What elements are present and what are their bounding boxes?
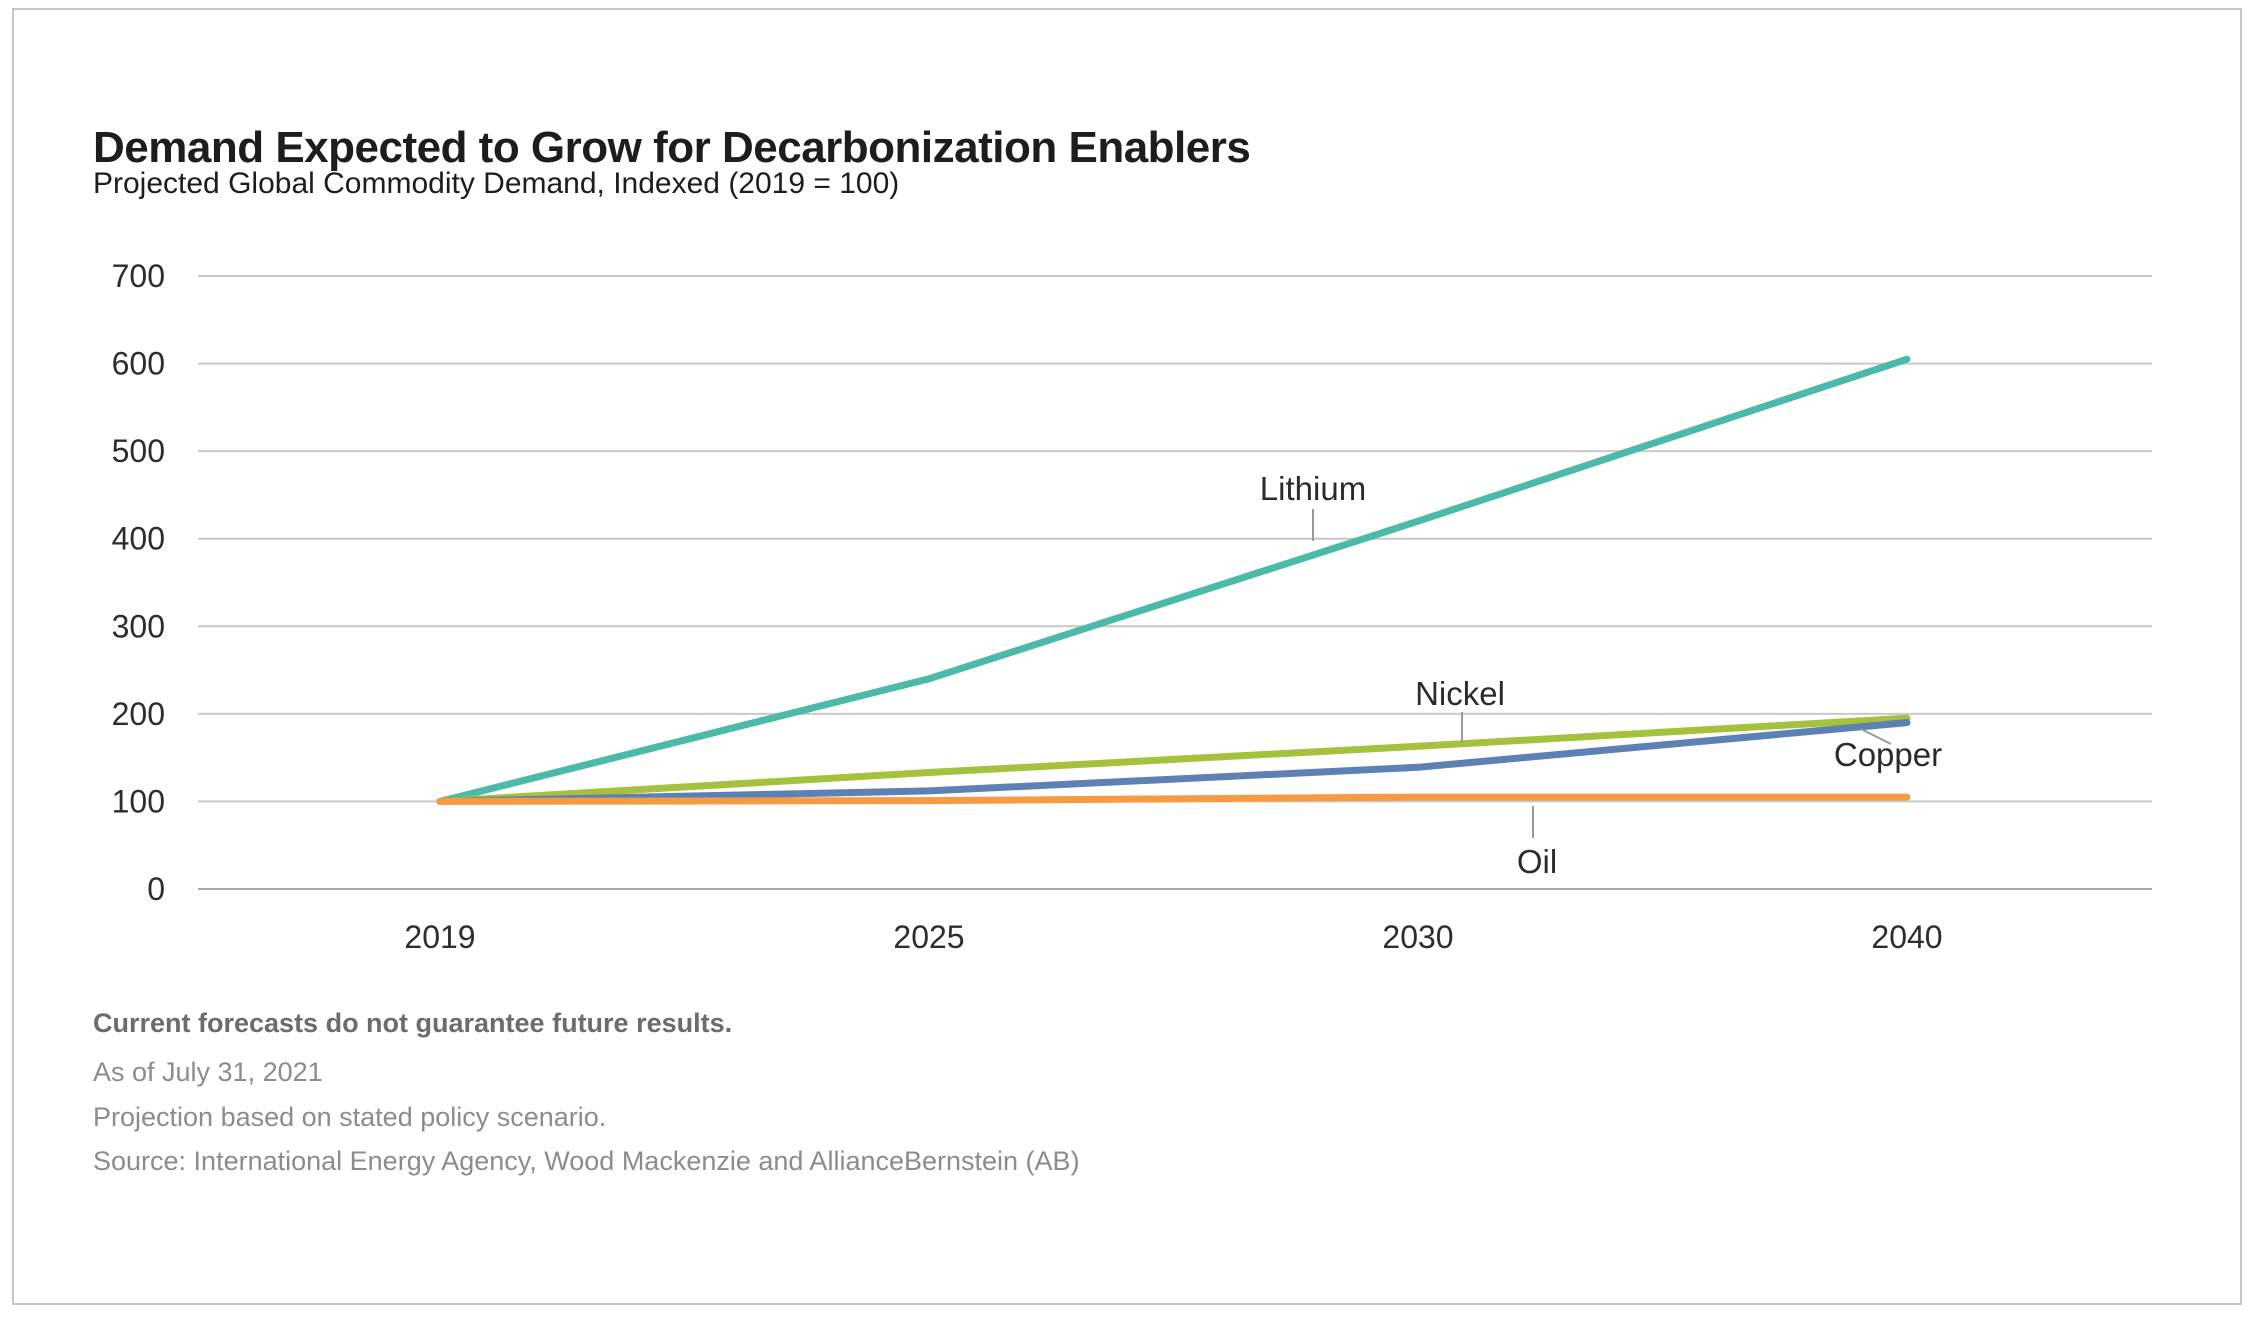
y-tick-label-600: 600 xyxy=(112,346,165,382)
x-tick-label-2040: 2040 xyxy=(1871,919,1942,955)
as-of-date-note: As of July 31, 2021 xyxy=(93,1057,323,1087)
y-tick-label-200: 200 xyxy=(112,696,165,732)
series-leader-copper xyxy=(1860,728,1892,745)
series-label-lithium: Lithium xyxy=(1260,470,1366,507)
y-tick-label-500: 500 xyxy=(112,433,165,469)
series-label-nickel: Nickel xyxy=(1415,675,1505,712)
y-tick-label-100: 100 xyxy=(112,783,165,819)
source-note: Source: International Energy Agency, Woo… xyxy=(93,1146,1080,1176)
projection-note: Projection based on stated policy scenar… xyxy=(93,1102,607,1132)
y-tick-label-300: 300 xyxy=(112,608,165,644)
y-tick-label-400: 400 xyxy=(112,521,165,557)
series-line-lithium xyxy=(436,355,1911,805)
y-tick-label-700: 700 xyxy=(112,258,165,294)
x-tick-label-2030: 2030 xyxy=(1382,919,1453,955)
y-tick-label-0: 0 xyxy=(147,871,165,907)
x-tick-label-2019: 2019 xyxy=(404,919,475,955)
series-label-oil: Oil xyxy=(1517,843,1557,880)
series-line-copper xyxy=(436,719,1911,805)
series-line-oil xyxy=(436,793,1911,805)
series-label-copper: Copper xyxy=(1834,736,1942,773)
series-line-nickel xyxy=(436,714,1911,805)
x-tick-label-2025: 2025 xyxy=(893,919,964,955)
chart-card xyxy=(12,8,2242,1305)
chart-subtitle: Projected Global Commodity Demand, Index… xyxy=(93,167,900,200)
chart-title: Demand Expected to Grow for Decarbonizat… xyxy=(93,123,1251,173)
disclaimer-note: Current forecasts do not guarantee futur… xyxy=(93,1008,733,1038)
